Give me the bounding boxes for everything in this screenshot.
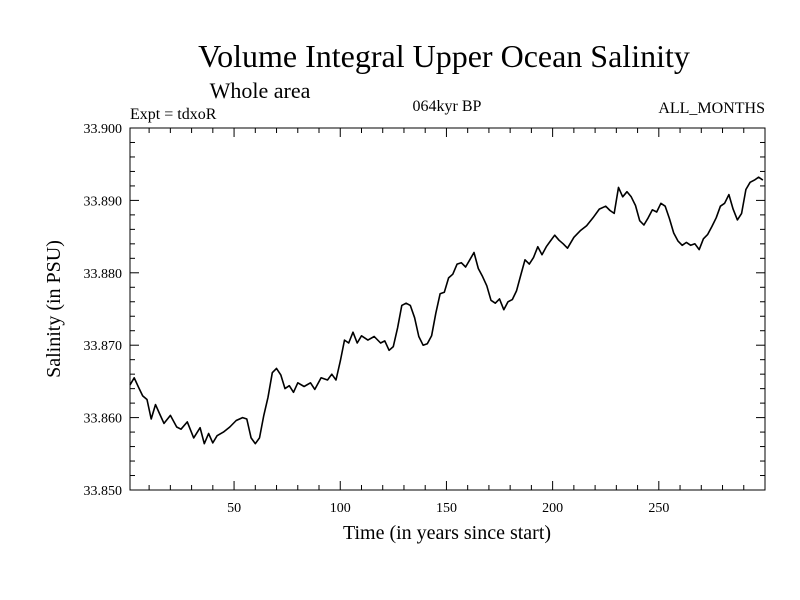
chart-subtitle: Whole area [210,78,311,103]
experiment-label: Expt = tdxoR [130,106,217,123]
x-axis-label: Time (in years since start) [343,522,551,544]
chart-title: Volume Integral Upper Ocean Salinity [198,38,690,74]
x-tick-label: 150 [436,501,457,516]
y-tick-label: 33.870 [84,339,123,354]
months-label: ALL_MONTHS [658,100,765,117]
salinity-series-line [129,176,764,445]
axis-ticks [130,128,765,490]
y-axis-label: Salinity (in PSU) [43,240,65,378]
y-tick-label: 33.900 [84,122,123,137]
x-tick-label: 50 [227,501,241,516]
y-tick-label: 33.880 [84,267,123,282]
y-tick-labels: 33.850 33.860 33.870 33.880 33.890 33.900 [84,122,123,499]
x-tick-label: 100 [330,501,351,516]
x-tick-label: 200 [542,501,563,516]
x-tick-labels: 50 100 150 200 250 [227,501,669,516]
period-label: 064kyr BP [413,98,482,115]
x-tick-label: 250 [648,501,669,516]
y-tick-label: 33.860 [84,412,123,427]
y-tick-label: 33.850 [84,484,123,499]
plot-frame [129,127,766,491]
y-tick-label: 33.890 [84,194,123,209]
